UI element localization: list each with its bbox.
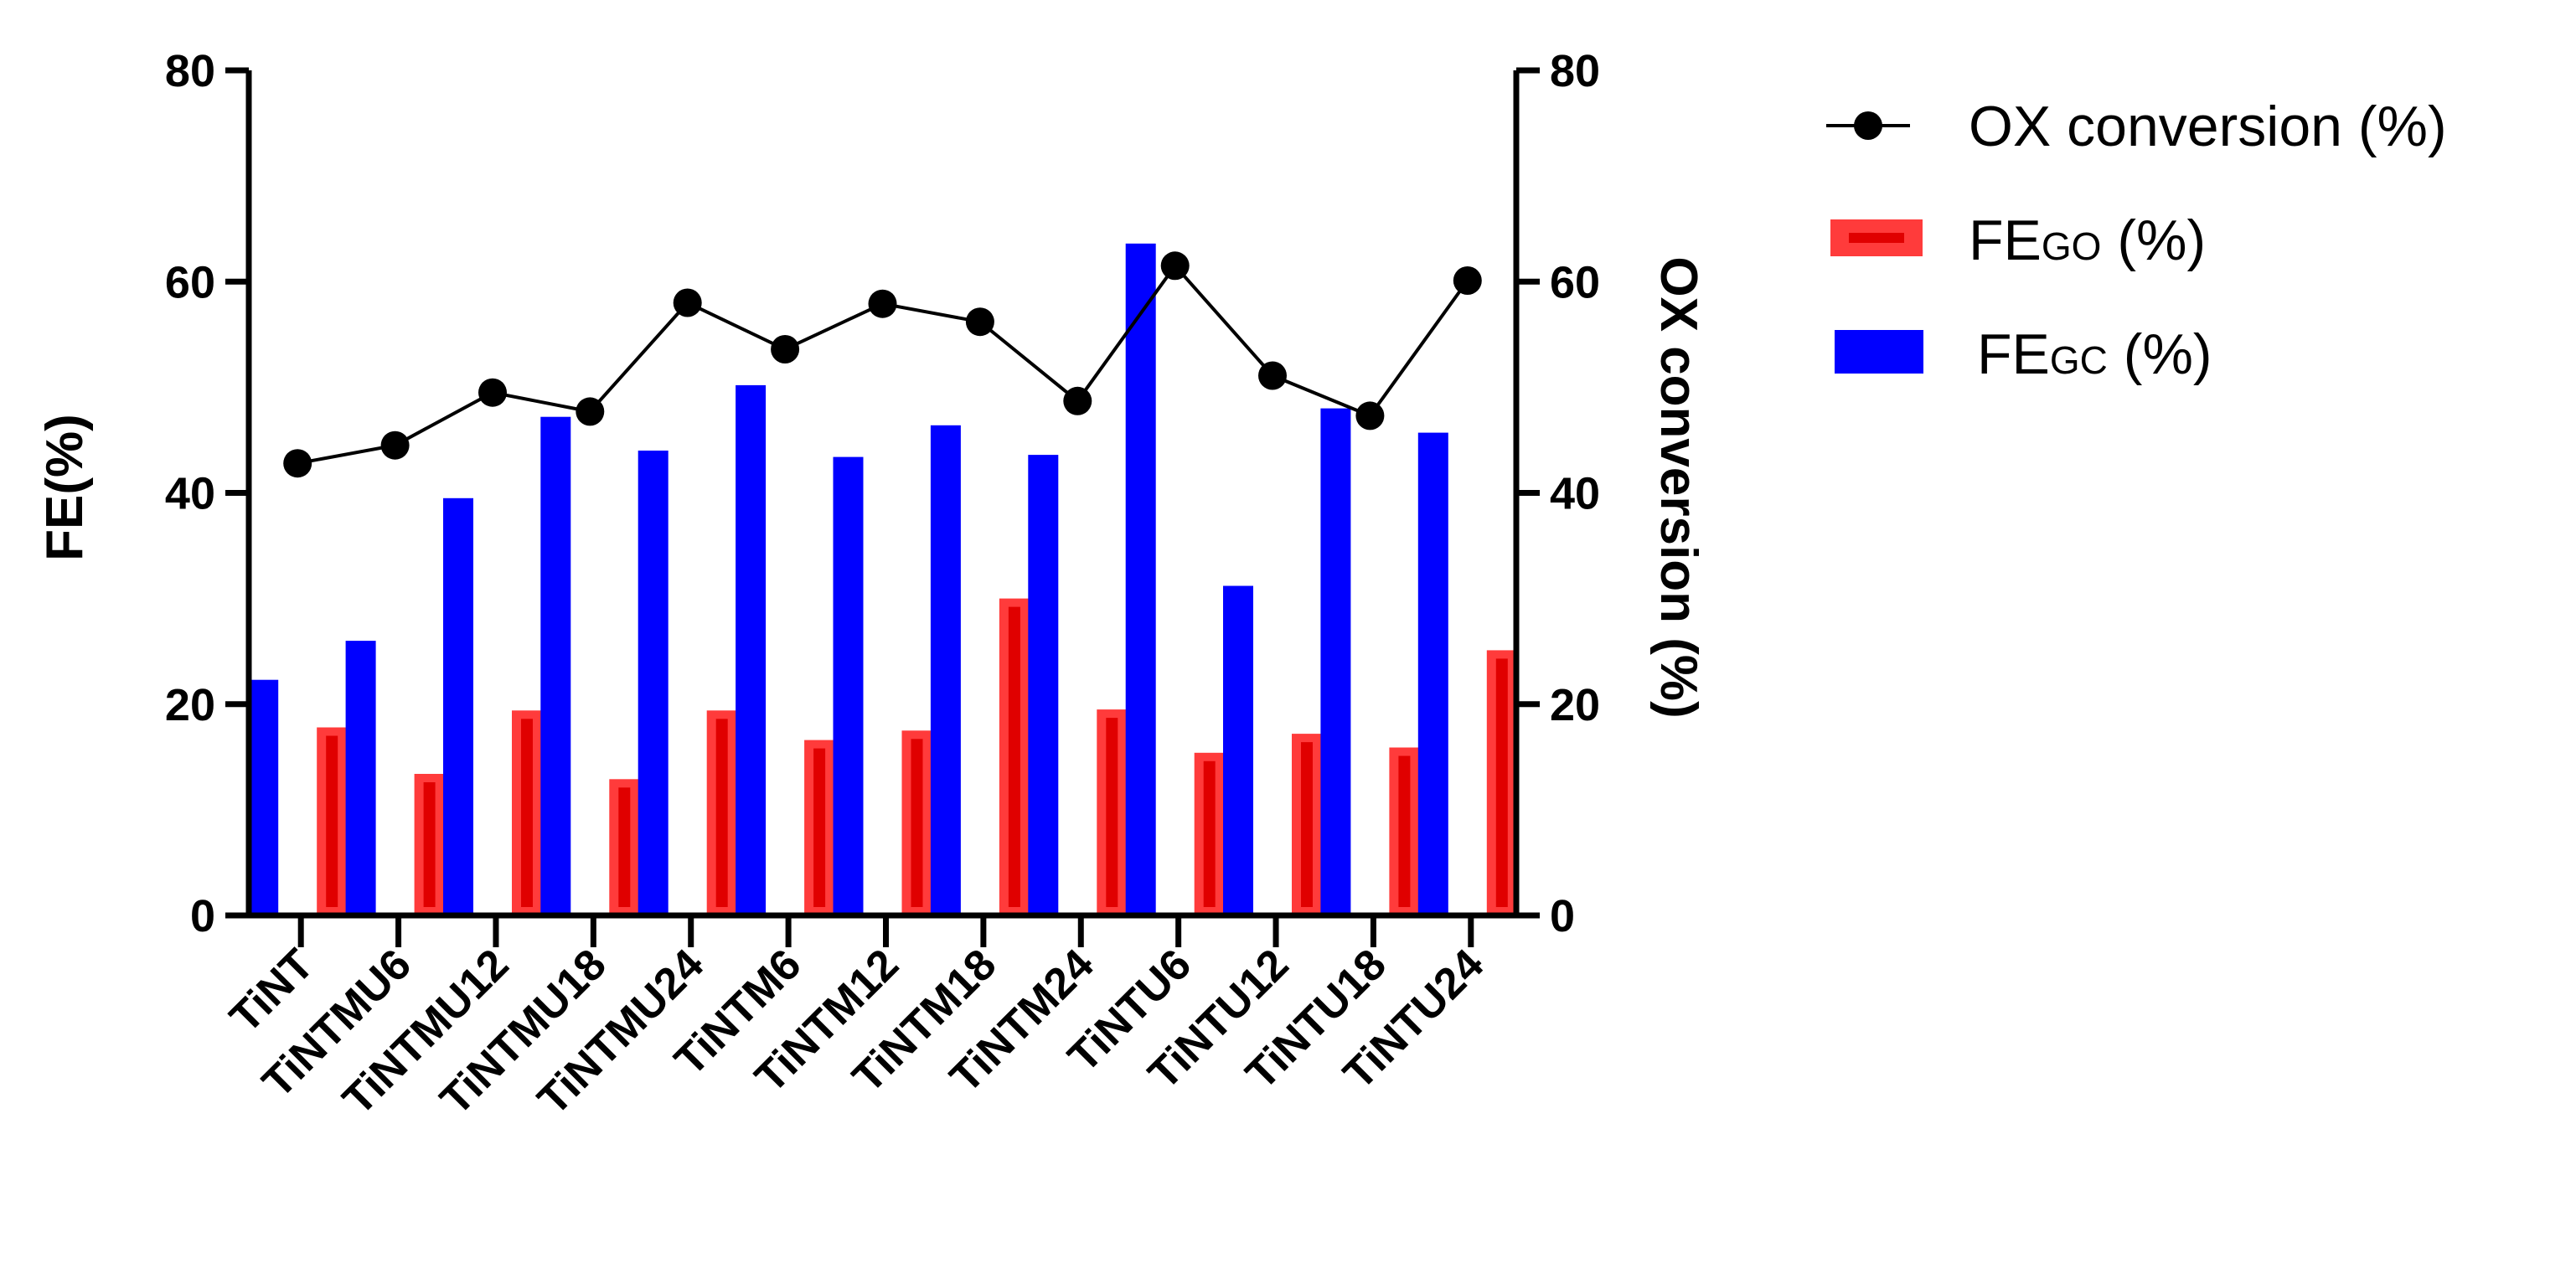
y-tick-label-20: 20 <box>165 680 215 730</box>
y2-tick-label-40: 40 <box>1550 469 1600 519</box>
legend-dot-marker <box>1854 111 1882 140</box>
y-tick-label-40: 40 <box>165 469 215 519</box>
y-axis-title: FE(%) <box>36 414 94 561</box>
bar-fegc-tintmu6 <box>345 641 376 915</box>
ox-point-tintm12 <box>868 289 897 318</box>
bar-fegc-tintu12 <box>1223 585 1253 915</box>
legend: OX conversion (%) FEGO (%) FEGC (%) <box>1826 95 2447 386</box>
ox-point-tintmu12 <box>478 378 507 407</box>
y2-tick-label-0: 0 <box>1550 891 1575 941</box>
legend-fegc-main: FE <box>1977 322 2050 386</box>
ox-point-tintm6 <box>771 335 800 363</box>
bar-fegc-tintu24 <box>1417 432 1448 915</box>
bar-fego-inner-tintm6 <box>813 748 826 907</box>
bar-fegc-tint <box>248 679 279 915</box>
legend-fego-sub: GO <box>2042 224 2102 268</box>
legend-fego-suffix: (%) <box>2101 209 2206 272</box>
ox-point-tintu18 <box>1355 401 1385 430</box>
ox-point-tintmu6 <box>380 430 410 460</box>
legend-swatch-fego-inner <box>1849 233 1904 243</box>
ox-point-tintu12 <box>1258 361 1287 390</box>
bar-fegc-tintmu18 <box>540 416 571 915</box>
ox-point-tintmu18 <box>576 397 605 426</box>
bar-fego-inner-tint <box>326 735 338 907</box>
ox-point-tintu6 <box>1160 251 1190 281</box>
bar-fegc-tintm6 <box>736 384 767 915</box>
line-layer <box>283 251 1482 478</box>
bar-fego-inner-tintm24 <box>1106 718 1118 907</box>
ox-point-tintu24 <box>1453 266 1482 295</box>
bar-fego-inner-tintu24 <box>1495 658 1508 907</box>
bar-fego-inner-tintmu18 <box>618 787 631 907</box>
legend-label-fegc: FEGC (%) <box>1977 322 2212 386</box>
bar-fego-inner-tintu6 <box>1203 760 1216 907</box>
bar-fegc-tintm18 <box>930 425 961 915</box>
y-tick-label-0: 0 <box>190 891 215 941</box>
legend-fego-main: FE <box>1969 209 2042 272</box>
bar-fego-inner-tintm12 <box>911 739 923 907</box>
legend-label-fego: FEGO (%) <box>1969 209 2206 272</box>
ox-point-tint <box>283 449 312 478</box>
y2-axis-title: OX conversion (%) <box>1649 256 1707 718</box>
bar-fegc-tintmu24 <box>638 451 669 915</box>
bar-fegc-tintu18 <box>1320 408 1351 916</box>
legend-swatch-fegc <box>1835 330 1923 374</box>
y2-tick-label-60: 60 <box>1550 257 1600 307</box>
legend-fegc-sub: GC <box>2050 338 2108 382</box>
bar-fegc-tintm24 <box>1028 455 1059 915</box>
bar-fego-inner-tintmu24 <box>715 719 728 907</box>
bar-fego-inner-tintmu6 <box>423 782 436 907</box>
legend-fegc-suffix: (%) <box>2108 322 2212 386</box>
y-tick-label-60: 60 <box>165 257 215 307</box>
y-tick-label-80: 80 <box>165 46 215 96</box>
ox-point-tintm18 <box>965 307 994 337</box>
bar-fego-inner-tintm18 <box>1008 606 1020 907</box>
legend-label-ox: OX conversion (%) <box>1969 95 2447 158</box>
bar-fego-inner-tintmu12 <box>521 719 533 907</box>
axes-layer: 020406080020406080TiNTTiNTMU6TiNTMU12TiN… <box>165 46 1600 1125</box>
bar-fegc-tintmu12 <box>443 497 473 915</box>
y2-tick-label-20: 20 <box>1550 680 1600 730</box>
bar-fego-inner-tintu18 <box>1398 755 1411 907</box>
bar-fegc-tintm12 <box>833 456 864 915</box>
bar-fegc-tintu6 <box>1125 243 1156 915</box>
bar-fego-inner-tintu12 <box>1301 742 1313 907</box>
ox-point-tintmu24 <box>673 288 702 317</box>
y2-tick-label-80: 80 <box>1550 46 1600 96</box>
bars-layer <box>248 243 1517 916</box>
ox-point-tintm24 <box>1063 386 1092 415</box>
